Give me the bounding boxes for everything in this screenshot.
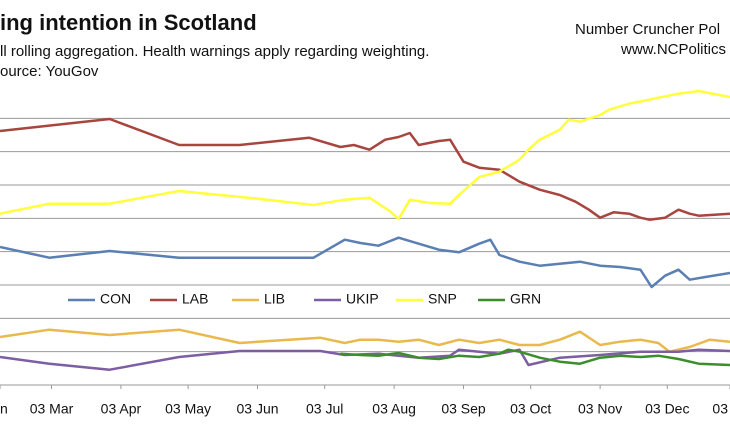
series-line — [0, 348, 730, 371]
series-line — [340, 348, 730, 367]
x-tick-label: 03 Sep — [441, 401, 486, 417]
chart-title: ing intention in Scotland — [0, 10, 257, 35]
x-tick-label: 03 Apr — [101, 401, 142, 417]
series-line — [0, 117, 730, 221]
x-tick-label: 03 Dec — [645, 401, 689, 417]
series-line — [0, 328, 730, 353]
x-tick-label: n — [0, 401, 8, 417]
legend: CON LAB LIB UKIP SNP GRN — [68, 291, 541, 307]
credit-url: www.NCPolitics — [620, 41, 726, 58]
x-tick-label: 03 Jul — [306, 401, 343, 417]
legend-label: CON — [100, 291, 131, 307]
x-tick-label: 03 Oct — [510, 401, 551, 417]
legend-label: GRN — [510, 291, 541, 307]
credit: Number Cruncher Pol — [575, 21, 720, 38]
series-line — [0, 236, 730, 289]
series-line — [0, 89, 730, 221]
legend-label: LAB — [182, 291, 208, 307]
x-tick-label: 03 Nov — [578, 401, 622, 417]
x-tick-label: 03 Aug — [372, 401, 416, 417]
legend-label: SNP — [428, 291, 457, 307]
chart-source: ource: YouGov — [0, 63, 99, 80]
legend-label: LIB — [264, 291, 285, 307]
x-tick-label: 03 May — [165, 401, 211, 417]
x-tick-label: 03 — [712, 401, 728, 417]
x-tick-label: 03 Mar — [30, 401, 74, 417]
x-tick-label: 03 Jun — [236, 401, 278, 417]
legend-label: UKIP — [346, 291, 379, 307]
chart-subtitle: ll rolling aggregation. Health warnings … — [0, 43, 429, 60]
